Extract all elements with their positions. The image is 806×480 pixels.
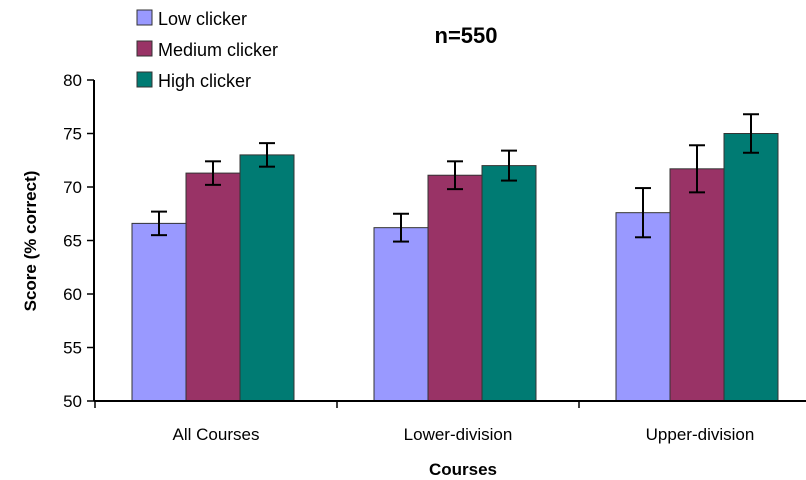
bar <box>131 222 187 402</box>
y-tick-label: 65 <box>63 232 82 251</box>
plot-area: 50 55 60 65 70 75 80 All Courses Lower-division U… <box>63 71 806 444</box>
bar <box>669 168 725 402</box>
bar <box>239 154 295 402</box>
bar <box>723 133 779 402</box>
y-axis-title: Score (% correct) <box>21 171 40 312</box>
x-category-label: All Courses <box>173 425 260 444</box>
y-tick-label: 75 <box>63 125 82 144</box>
x-axis-title: Courses <box>429 460 497 479</box>
bar <box>427 174 483 402</box>
x-category-label: Upper-division <box>646 425 755 444</box>
bar <box>185 172 241 402</box>
y-tick-label: 80 <box>63 71 82 90</box>
y-tick-label: 55 <box>63 339 82 358</box>
legend-label: Low clicker <box>158 9 247 29</box>
legend-swatch <box>136 9 153 26</box>
legend-swatch <box>136 71 153 88</box>
y-tick-label: 70 <box>63 178 82 197</box>
y-tick-label: 60 <box>63 285 82 304</box>
x-category-label: Lower-division <box>404 425 513 444</box>
legend: Low clicker Medium clicker High clicker <box>136 9 278 91</box>
sample-size-annotation: n=550 <box>435 23 498 48</box>
bar <box>373 227 429 402</box>
legend-label: Medium clicker <box>158 40 278 60</box>
legend-swatch <box>136 40 153 57</box>
bar <box>615 212 671 402</box>
legend-label: High clicker <box>158 71 251 91</box>
y-tick-label: 50 <box>63 392 82 411</box>
bar <box>481 165 537 402</box>
